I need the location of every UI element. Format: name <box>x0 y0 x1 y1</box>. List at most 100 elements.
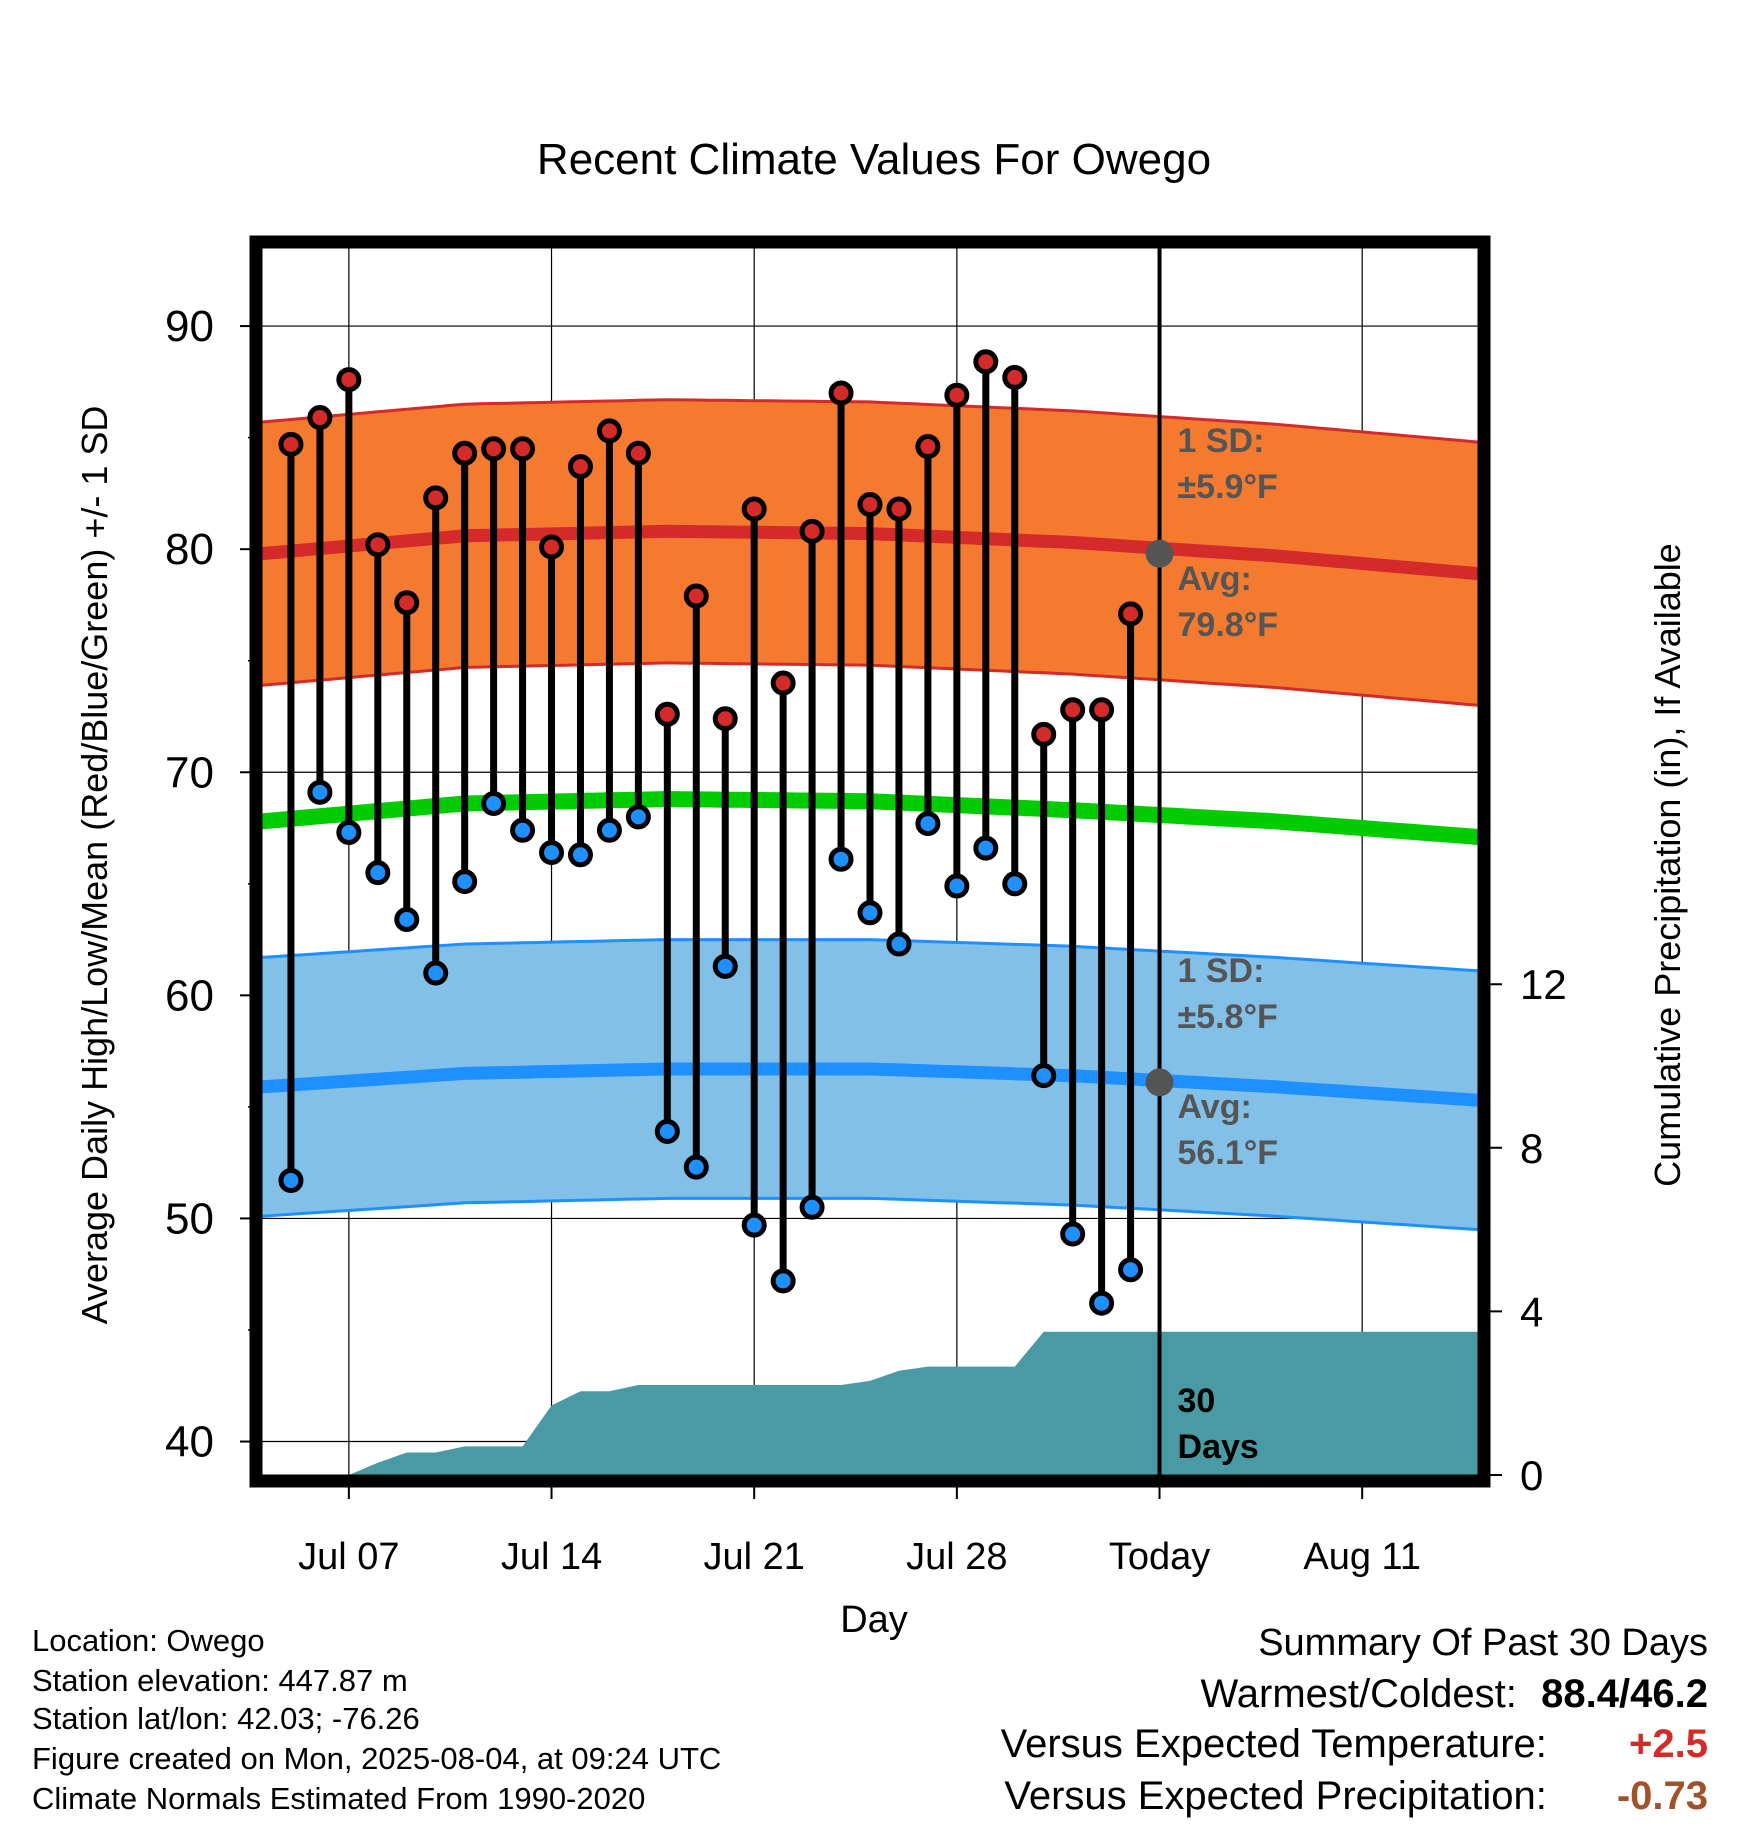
annotation-high_avg-line2: 79.8°F <box>1178 606 1279 644</box>
x-tick-label: Today <box>1109 1536 1210 1578</box>
y2-axis-label: Cumulative Precipitation (in), If Availa… <box>1647 543 1688 1187</box>
low-point <box>915 811 941 837</box>
high-point <box>654 701 680 727</box>
low-point <box>683 1154 709 1180</box>
annotation-low_avg-line1: Avg: <box>1178 1088 1252 1126</box>
low-point <box>1089 1290 1115 1316</box>
low-point <box>799 1194 825 1220</box>
summary-precip: Versus Expected Precipitation: -0.73 <box>1004 1774 1708 1819</box>
low-point <box>336 819 362 845</box>
high-point <box>799 518 825 544</box>
high-point <box>596 418 622 444</box>
high-avg-marker <box>1145 539 1174 568</box>
summary-temp: Versus Expected Temperature: +2.5 <box>1001 1722 1708 1767</box>
y-tick-label: 40 <box>165 1418 214 1467</box>
summary-precip-value: -0.73 <box>1616 1774 1708 1818</box>
y-tick-label: 70 <box>165 748 214 797</box>
annotation-low_sd-line1: 1 SD: <box>1178 952 1265 990</box>
low-point <box>567 842 593 868</box>
axes: 40 50 60 70 80 90 0 4 8 12 Jul 07 Jul 14 Jul 21 Jul 2… <box>165 302 1567 1578</box>
low-point <box>973 835 999 861</box>
low-point <box>770 1268 796 1294</box>
summary-temp-label: Versus Expected Temperature: <box>1000 1722 1547 1766</box>
high-point <box>365 532 391 558</box>
low-point <box>452 869 478 895</box>
high-point <box>944 382 970 408</box>
high-point <box>1089 697 1115 723</box>
normal-low-line <box>261 1062 1479 1107</box>
y-tick-label: 90 <box>165 302 214 351</box>
low-point <box>307 779 333 805</box>
high-sd-upper <box>261 398 1479 444</box>
annotation-low_avg-line2: 56.1°F <box>1178 1134 1279 1172</box>
normal-markers <box>1145 539 1174 1097</box>
low-point <box>596 817 622 843</box>
low-point <box>1031 1063 1057 1089</box>
low-point <box>828 846 854 872</box>
info-elevation: Station elevation: 447.87 m <box>32 1663 408 1698</box>
y2-tick-label: 4 <box>1520 1288 1543 1335</box>
x-tick-label: Jul 07 <box>298 1536 399 1578</box>
low-point <box>539 840 565 866</box>
low-point <box>423 960 449 986</box>
summary-precip-label: Versus Expected Precipitation: <box>1004 1774 1547 1818</box>
high-point <box>423 485 449 511</box>
info-normals: Climate Normals Estimated From 1990-2020 <box>32 1781 646 1816</box>
high-point <box>481 436 507 462</box>
high-point <box>307 405 333 431</box>
x-tick-label: Jul 28 <box>906 1536 1007 1578</box>
low-sd-lower <box>261 1196 1479 1232</box>
summary-warm-cold-label: Warmest/Coldest: <box>1200 1672 1517 1716</box>
low-point <box>278 1168 304 1194</box>
low-point <box>625 804 651 830</box>
plot-border <box>249 235 1491 1488</box>
x-axis-label: Day <box>840 1599 908 1641</box>
y-tick-label: 80 <box>165 525 214 574</box>
info-created: Figure created on Mon, 2025-08-04, at 09… <box>32 1741 722 1776</box>
annotation-high_sd-line2: ±5.9°F <box>1178 468 1278 506</box>
high-point <box>278 431 304 457</box>
y-tick-label: 60 <box>165 971 214 1020</box>
high-point <box>1118 601 1144 627</box>
high-point <box>336 367 362 393</box>
high-point <box>770 670 796 696</box>
low-point <box>741 1212 767 1238</box>
high-point <box>625 440 651 466</box>
low-point <box>1118 1257 1144 1283</box>
high-point <box>973 349 999 375</box>
high-point <box>828 380 854 406</box>
annotation-high_sd-line1: 1 SD: <box>1178 422 1265 460</box>
y2-tick-label: 12 <box>1520 961 1567 1008</box>
high-point <box>741 496 767 522</box>
high-point <box>539 534 565 560</box>
y-axis-label: Average Daily High/Low/Mean (Red/Blue/Gr… <box>74 406 115 1325</box>
low-point <box>510 817 536 843</box>
x-tick-label: Aug 11 <box>1303 1536 1421 1578</box>
y2-tick-label: 0 <box>1520 1452 1543 1499</box>
high-point <box>683 583 709 609</box>
precip-area <box>262 1331 1478 1475</box>
high-point <box>1031 721 1057 747</box>
high-point <box>452 440 478 466</box>
plot-frame <box>249 235 1491 1488</box>
precipitation-area <box>262 1331 1478 1475</box>
annotation-low_sd-line2: ±5.8°F <box>1178 998 1278 1036</box>
low-point <box>481 790 507 816</box>
info-latlon: Station lat/lon: 42.03; -76.26 <box>32 1701 420 1736</box>
daily-range-stems <box>278 349 1144 1316</box>
low-point <box>857 900 883 926</box>
low-sd-band <box>262 939 1478 1230</box>
low-point <box>1002 871 1028 897</box>
info-location: Location: Owego <box>32 1623 265 1658</box>
low-point <box>944 873 970 899</box>
low-avg-marker <box>1145 1068 1174 1097</box>
high-point <box>394 590 420 616</box>
summary-title: Summary Of Past 30 Days <box>1258 1622 1708 1664</box>
chart-title: Recent Climate Values For Owego <box>537 135 1211 184</box>
high-point <box>915 434 941 460</box>
x-tick-label: Jul 21 <box>703 1536 804 1578</box>
annotation-high_avg-line1: Avg: <box>1178 560 1252 598</box>
low-point <box>886 931 912 957</box>
annotations: 1 SD: ±5.9°F Avg: 79.8°F 1 SD: ±5.8°F Avg: 56.1… <box>1178 422 1279 1466</box>
